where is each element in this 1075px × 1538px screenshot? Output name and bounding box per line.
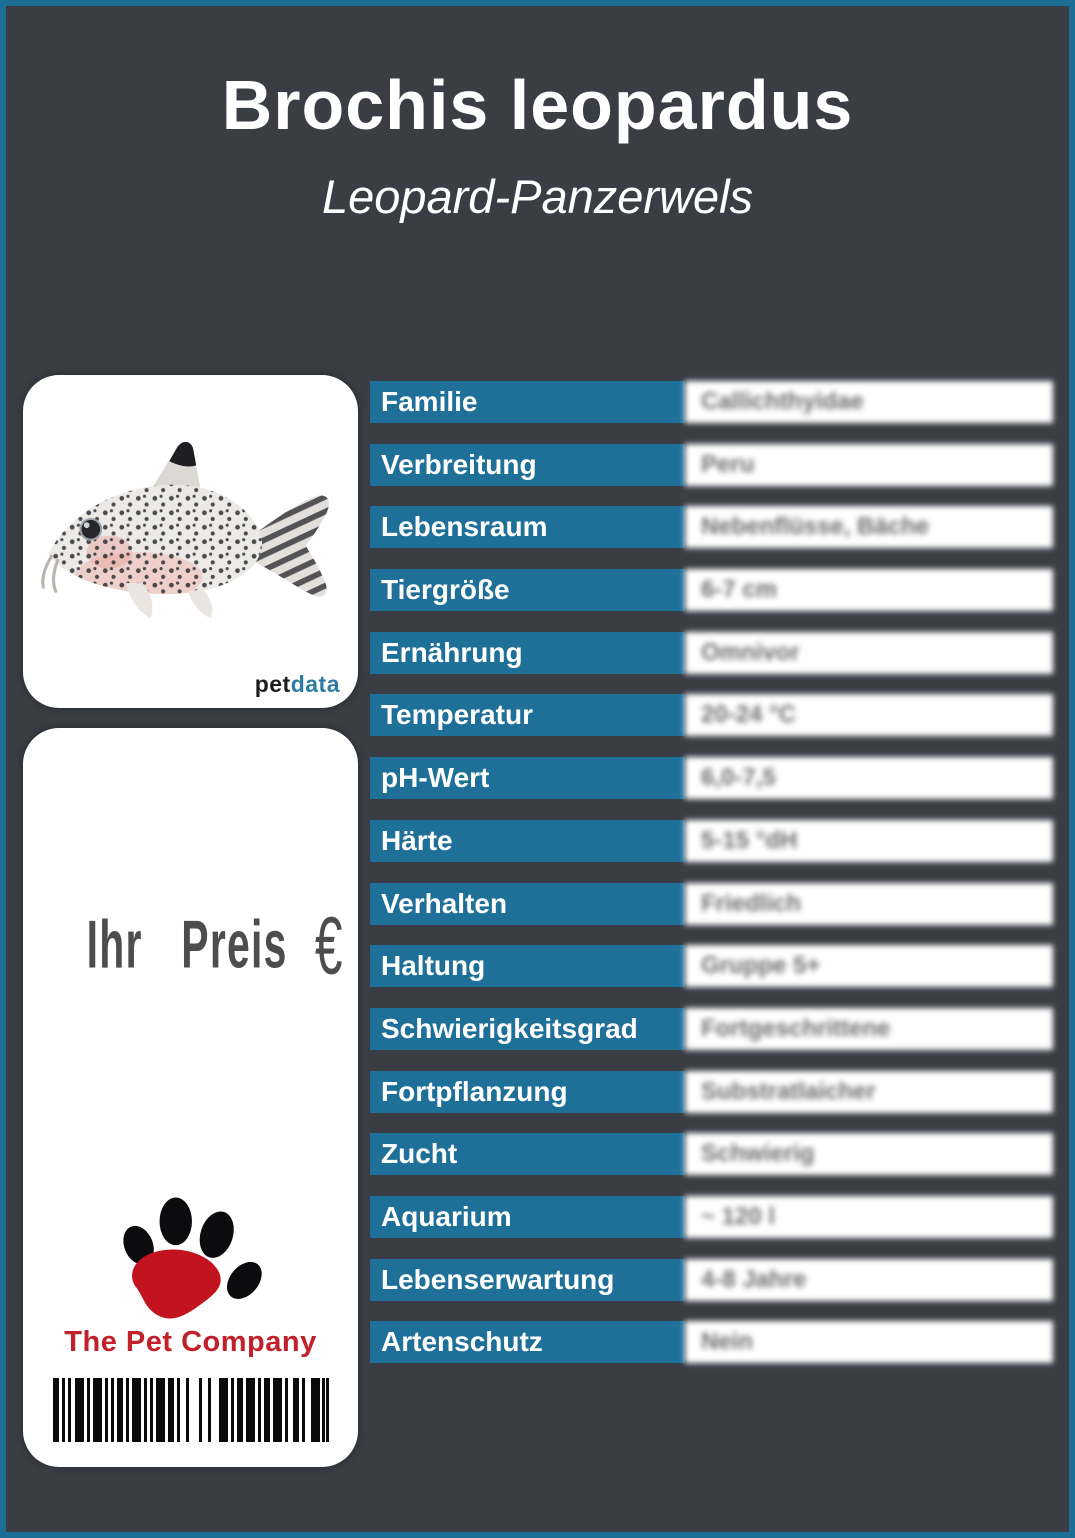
petdata-logo-data: data	[290, 671, 340, 697]
barcode	[52, 1378, 329, 1442]
row-value: 20-24 °C	[685, 694, 1053, 737]
row-value: 4-8 Jahre	[685, 1258, 1053, 1301]
row-label: Artenschutz	[370, 1321, 685, 1364]
table-row: Zucht Schwierig	[370, 1133, 1053, 1176]
euro-sign: €	[314, 900, 343, 991]
row-label: Verbreitung	[370, 443, 685, 486]
row-label: Haltung	[370, 945, 685, 988]
row-value: 6-7 cm	[685, 569, 1053, 612]
row-label: Fortpflanzung	[370, 1070, 685, 1113]
price-label-text: Ihr Preis	[86, 906, 288, 982]
row-value: Callichthyidae	[685, 381, 1053, 423]
row-value: Peru	[685, 443, 1053, 486]
table-row: Verbreitung Peru	[370, 443, 1053, 486]
fish-photo-icon	[41, 441, 329, 619]
table-row: Familie Callichthyidae	[370, 381, 1053, 423]
fish-photo-card: petdata	[23, 375, 358, 708]
price-card: Ihr Preis € The Pet Company	[23, 728, 358, 1467]
table-row: pH-Wert 6,0-7,5	[370, 757, 1053, 800]
row-label: Lebenserwartung	[370, 1258, 685, 1301]
table-row: Fortpflanzung Substratlaicher	[370, 1070, 1053, 1113]
row-label: Aquarium	[370, 1195, 685, 1238]
row-label: Lebensraum	[370, 506, 685, 549]
row-value: Friedlich	[685, 882, 1053, 925]
row-value: Fortgeschrittene	[685, 1007, 1053, 1050]
common-name: Leopard-Panzerwels	[321, 170, 754, 223]
page-header: Brochis leopardus Leopard-Panzerwels	[0, 62, 1075, 228]
row-label: Tiergröße	[370, 569, 685, 612]
table-row: Lebensraum Nebenflüsse, Bäche	[370, 506, 1053, 549]
petdata-logo: petdata	[255, 671, 340, 698]
table-row: Härte 5-15 °dH	[370, 819, 1053, 862]
row-value: Schwierig	[685, 1133, 1053, 1176]
row-label: Schwierigkeitsgrad	[370, 1007, 685, 1050]
table-row: Temperatur 20-24 °C	[370, 694, 1053, 737]
scientific-name: Brochis leopardus	[221, 66, 854, 144]
row-label: Verhalten	[370, 882, 685, 925]
row-value: Nein	[685, 1321, 1053, 1364]
table-row: Ernährung Omnivor	[370, 631, 1053, 674]
row-value: Gruppe 5+	[685, 945, 1053, 988]
row-label: pH-Wert	[370, 757, 685, 800]
table-row: Lebenserwartung 4-8 Jahre	[370, 1258, 1053, 1301]
table-row: Verhalten Friedlich	[370, 882, 1053, 925]
row-label: Ernährung	[370, 631, 685, 674]
row-value: Substratlaicher	[685, 1070, 1053, 1113]
row-label: Härte	[370, 819, 685, 862]
row-value: 5-15 °dH	[685, 819, 1053, 862]
row-label: Familie	[370, 381, 685, 423]
table-row: Haltung Gruppe 5+	[370, 945, 1053, 988]
row-value: Nebenflüsse, Bäche	[685, 506, 1053, 549]
row-value: ~ 120 l	[685, 1195, 1053, 1238]
table-row: Artenschutz Nein	[370, 1321, 1053, 1364]
petdata-logo-pet: pet	[254, 671, 291, 697]
paw-print-icon	[122, 1197, 262, 1319]
row-value: Omnivor	[685, 631, 1053, 674]
table-row: Tiergröße 6-7 cm	[370, 569, 1053, 612]
price-label: Ihr Preis €	[86, 899, 343, 993]
company-name: The Pet Company	[64, 1326, 317, 1358]
table-row: Aquarium ~ 120 l	[370, 1195, 1053, 1238]
table-row: Schwierigkeitsgrad Fortgeschrittene	[370, 1007, 1053, 1050]
row-label: Zucht	[370, 1133, 685, 1176]
info-table: Familie Callichthyidae Verbreitung Peru …	[370, 381, 1053, 1364]
row-label: Temperatur	[370, 694, 685, 737]
row-value: 6,0-7,5	[685, 757, 1053, 800]
